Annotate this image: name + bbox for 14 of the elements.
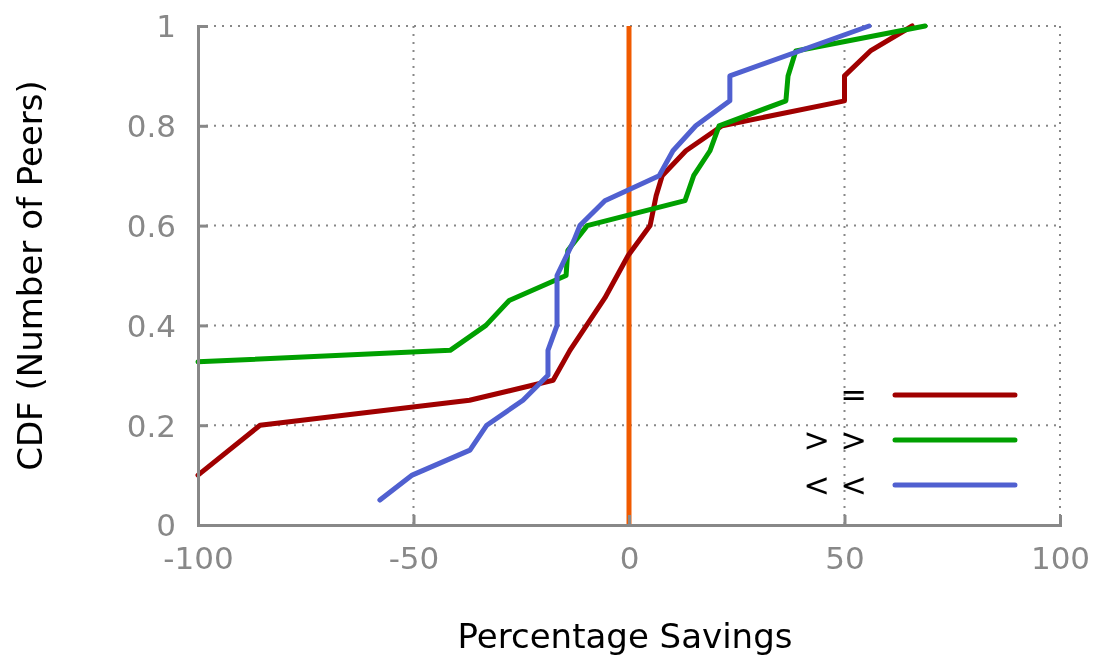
y-tick-label: 0.8 xyxy=(126,108,176,145)
y-tick-label: 0.6 xyxy=(126,207,176,244)
x-tick-label: -50 xyxy=(388,540,440,577)
legend-label: = xyxy=(840,376,867,415)
legend-label: > > xyxy=(803,421,867,460)
y-tick-label: 0.2 xyxy=(126,407,176,444)
x-tick-label: 0 xyxy=(619,540,640,577)
y-axis-title: CDF (Number of Peers) xyxy=(10,80,50,471)
x-axis-title: Percentage Savings xyxy=(457,616,793,656)
legend-label: < < xyxy=(803,466,867,505)
y-tick-label: 0.4 xyxy=(126,307,176,344)
y-tick-label: 1 xyxy=(156,8,176,45)
x-tick-label: 50 xyxy=(825,540,865,577)
x-tick-label: 100 xyxy=(1030,540,1091,577)
